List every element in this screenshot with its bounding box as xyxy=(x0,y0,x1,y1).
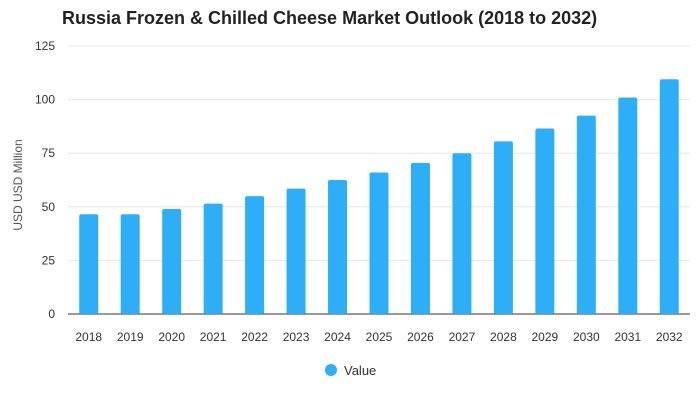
x-tick-label: 2031 xyxy=(614,330,641,344)
x-tick-label: 2027 xyxy=(449,330,476,344)
x-tick-label: 2029 xyxy=(532,330,559,344)
bars xyxy=(79,79,679,315)
bar-2024[interactable] xyxy=(328,180,348,314)
y-tick-label: 75 xyxy=(42,146,56,160)
y-tick-label: 50 xyxy=(42,200,56,214)
x-tick-label: 2021 xyxy=(200,330,227,344)
bar-2027[interactable] xyxy=(452,153,472,314)
bar-2032[interactable] xyxy=(659,79,679,315)
bar-2026[interactable] xyxy=(410,162,430,314)
bar-2021[interactable] xyxy=(203,203,223,314)
x-tick-label: 2024 xyxy=(324,330,351,344)
bar-2019[interactable] xyxy=(120,214,140,314)
bar-2028[interactable] xyxy=(493,141,513,314)
bar-2031[interactable] xyxy=(618,97,638,315)
y-axis-label: USD USD Million xyxy=(11,139,25,230)
x-tick-label: 2023 xyxy=(283,330,310,344)
x-tick-label: 2032 xyxy=(656,330,683,344)
x-tick-label: 2022 xyxy=(241,330,268,344)
chart-title: Russia Frozen & Chilled Cheese Market Ou… xyxy=(62,8,598,28)
x-tick-label: 2020 xyxy=(158,330,185,344)
x-tick-label: 2026 xyxy=(407,330,434,344)
x-tick-label: 2019 xyxy=(117,330,144,344)
bar-2029[interactable] xyxy=(535,128,555,314)
y-tick-label: 25 xyxy=(42,253,56,267)
bar-2030[interactable] xyxy=(576,115,596,315)
y-tick-label: 125 xyxy=(35,39,55,53)
legend-marker-icon xyxy=(325,364,337,376)
y-tick-label: 100 xyxy=(35,93,55,107)
x-tick-label: 2028 xyxy=(490,330,517,344)
y-tick-label: 0 xyxy=(48,307,55,321)
x-axis-ticks: 2018 2019 2020 2021 2022 2023 2024 2025 2026 2027… xyxy=(75,330,683,344)
bar-2018[interactable] xyxy=(79,214,99,314)
bar-2025[interactable] xyxy=(369,172,389,314)
legend[interactable]: Value xyxy=(325,363,376,378)
legend-label: Value xyxy=(344,363,376,378)
x-tick-label: 2030 xyxy=(573,330,600,344)
bar-2020[interactable] xyxy=(162,208,182,314)
bar-2023[interactable] xyxy=(286,188,306,314)
y-axis-ticks: 0 25 50 75 100 125 xyxy=(35,39,55,321)
x-tick-label: 2018 xyxy=(75,330,102,344)
bar-2022[interactable] xyxy=(245,196,265,314)
x-tick-label: 2025 xyxy=(366,330,393,344)
